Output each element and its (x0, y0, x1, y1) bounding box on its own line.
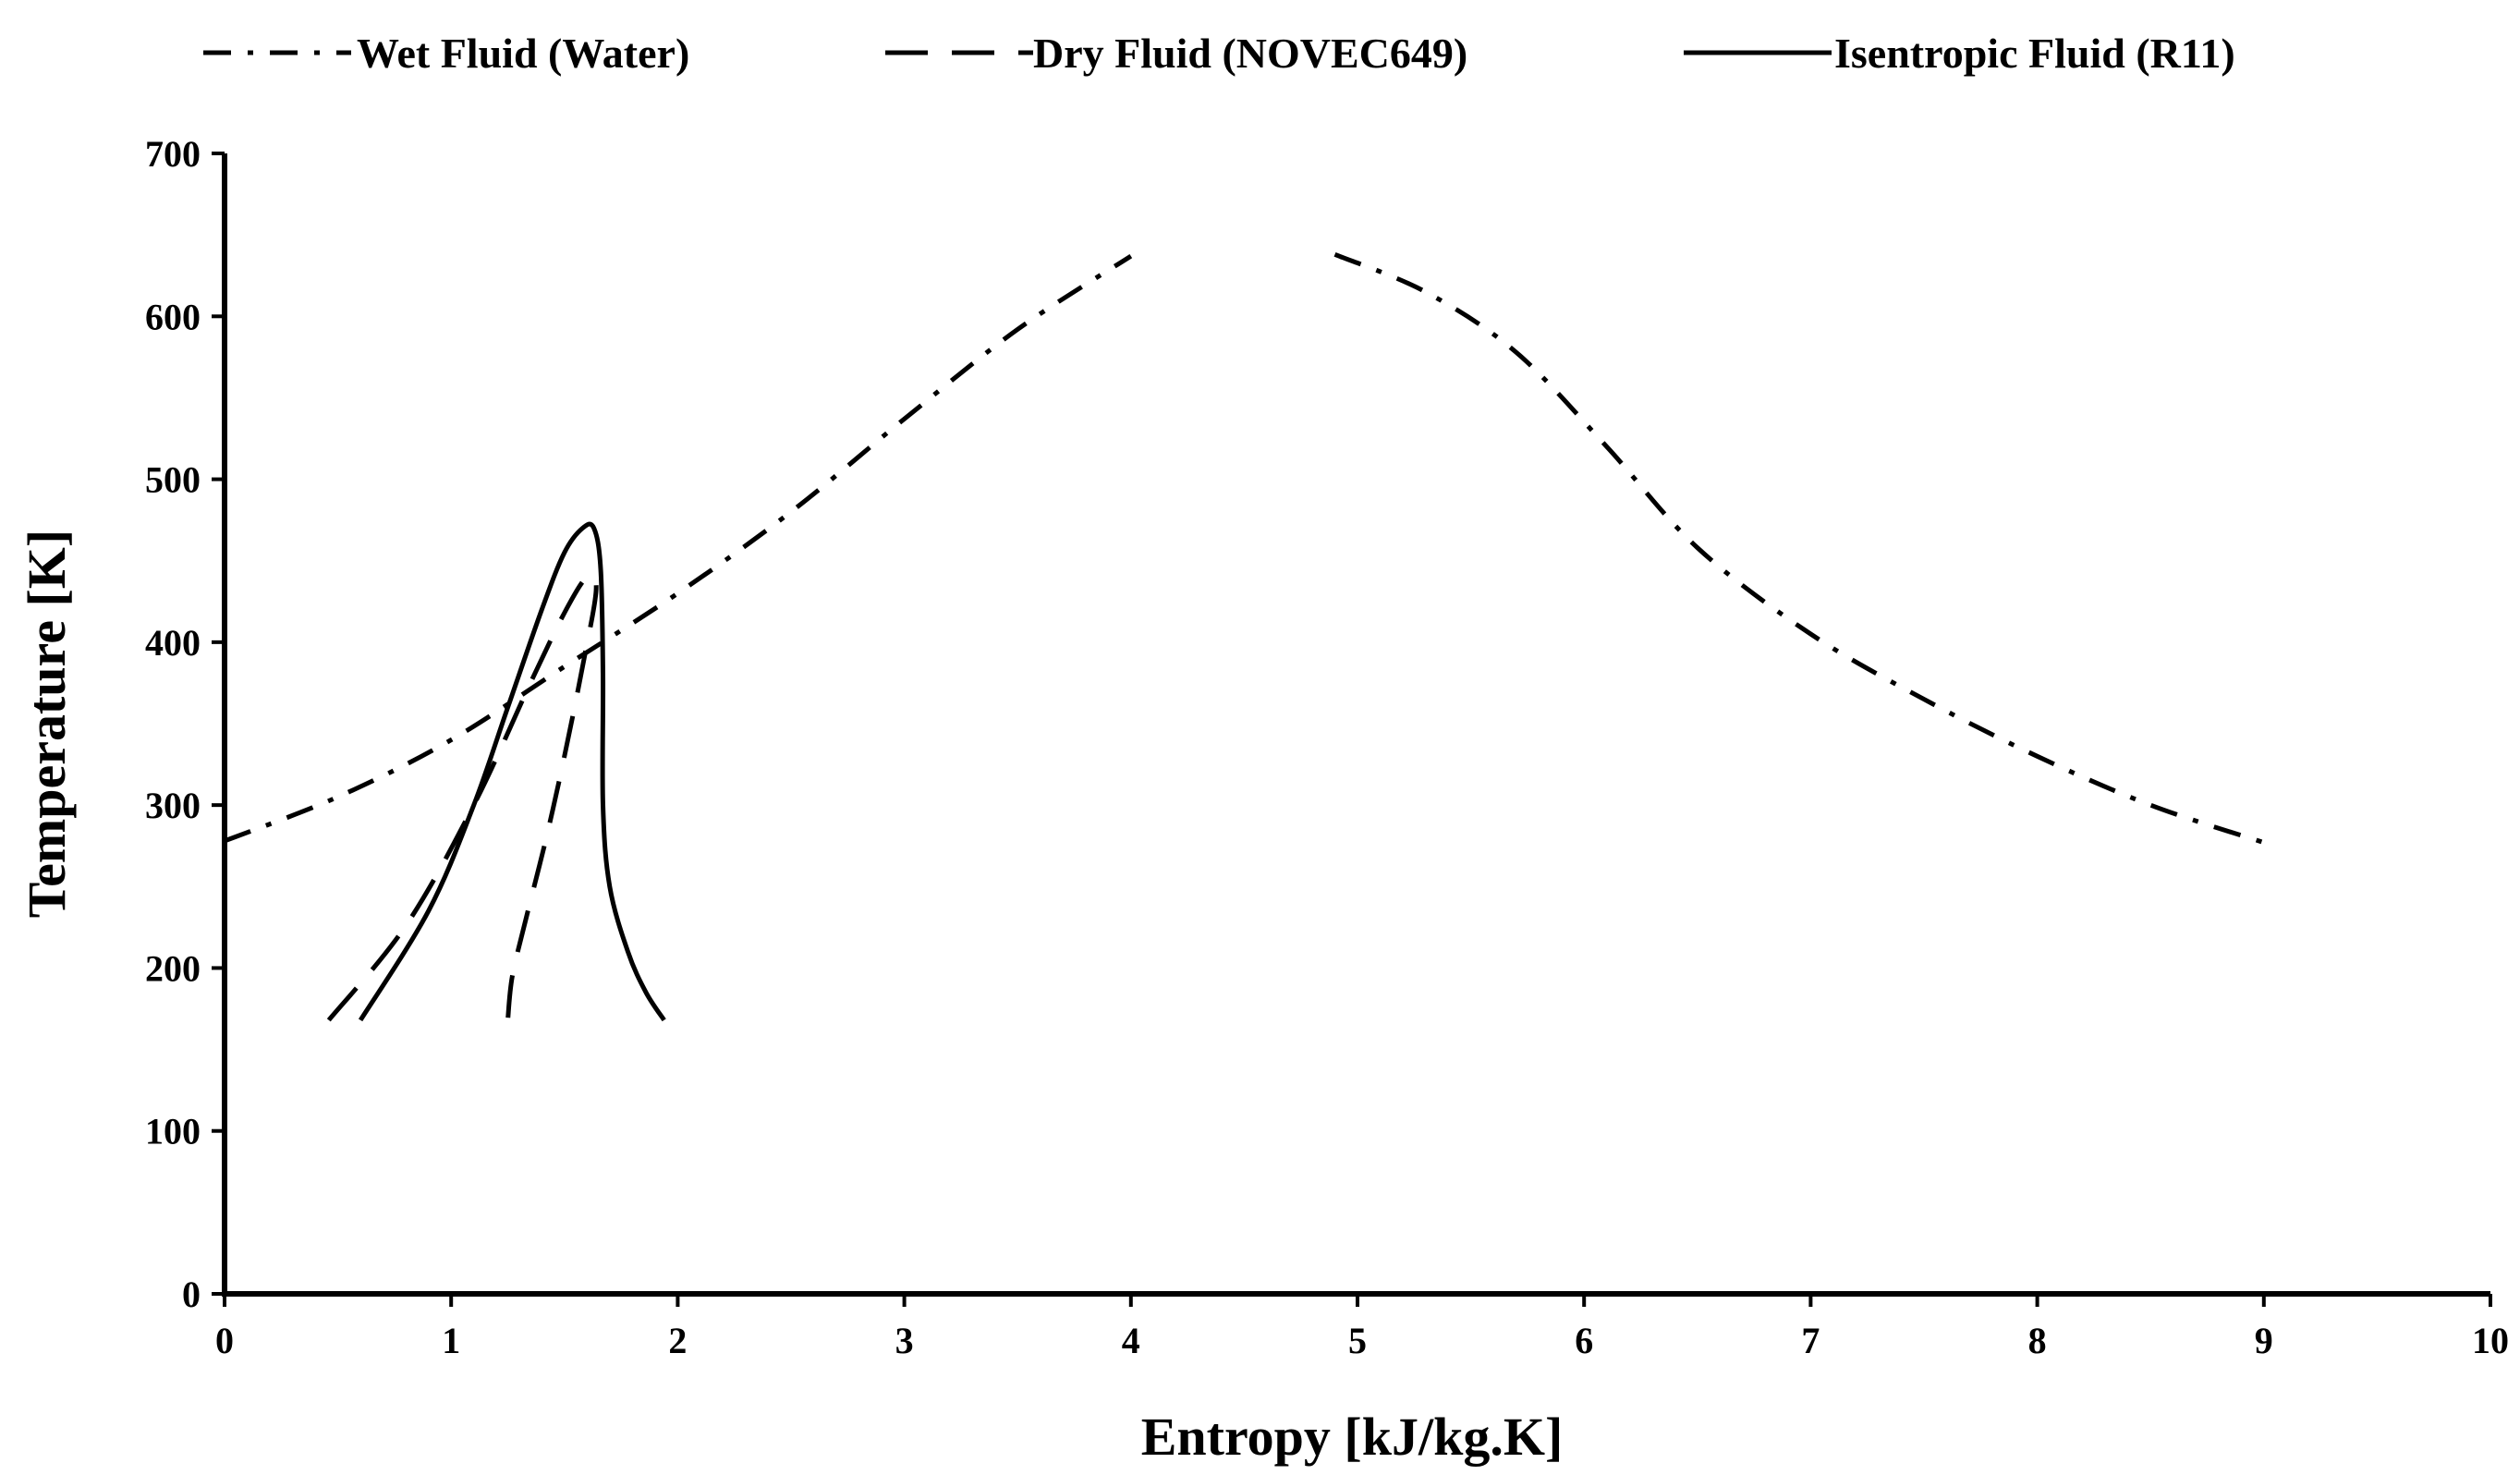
series-line-wet-fluid-water-0 (224, 254, 1133, 844)
x-tick-label-8: 8 (2028, 1320, 2047, 1361)
series-line-dry-fluid-novec649-0 (326, 573, 599, 1022)
x-axis-title: Entropy [kJ/kg.K] (1141, 1407, 1564, 1467)
axes (222, 153, 2490, 1297)
legend-label-r11: Isentropic Fluid (R11) (1834, 30, 2235, 77)
y-tick-label-0: 0 (182, 1274, 201, 1315)
x-tick-label-0: 0 (215, 1320, 234, 1361)
y-tick-label-2: 200 (145, 947, 201, 989)
x-tick-label-2: 2 (668, 1320, 687, 1361)
y-tick-label-7: 700 (145, 133, 201, 175)
y-axis-title: Temperature [K] (17, 530, 77, 918)
x-tick-label-6: 6 (1575, 1320, 1593, 1361)
y-tick-label-4: 400 (145, 622, 201, 664)
x-tick-label-10: 10 (2472, 1320, 2509, 1361)
legend-label-novec649: Dry Fluid (NOVEC649) (1033, 30, 1467, 77)
y-tick-label-6: 600 (145, 296, 201, 337)
x-tick-label-3: 3 (895, 1320, 914, 1361)
x-ticks: 0 1 2 3 4 5 6 7 8 9 10 (215, 1294, 2509, 1361)
y-ticks: 0 100 200 300 400 500 600 700 (145, 133, 225, 1315)
x-tick-label-1: 1 (442, 1320, 460, 1361)
series-group (224, 251, 2265, 1022)
series-line-isentropic-fluid-r11-0 (358, 521, 666, 1022)
x-tick-label-5: 5 (1348, 1320, 1367, 1361)
y-tick-label-1: 100 (145, 1111, 201, 1152)
x-tick-label-7: 7 (1801, 1320, 1820, 1361)
y-tick-label-3: 300 (145, 785, 201, 826)
series-line-wet-fluid-water-1 (1333, 251, 2265, 846)
legend-label-water: Wet Fluid (Water) (357, 30, 689, 77)
x-tick-label-4: 4 (1122, 1320, 1140, 1361)
x-tick-label-9: 9 (2255, 1320, 2273, 1361)
legend: Wet Fluid (Water) Dry Fluid (NOVEC649) I… (203, 30, 2235, 77)
y-tick-label-5: 500 (145, 459, 201, 501)
